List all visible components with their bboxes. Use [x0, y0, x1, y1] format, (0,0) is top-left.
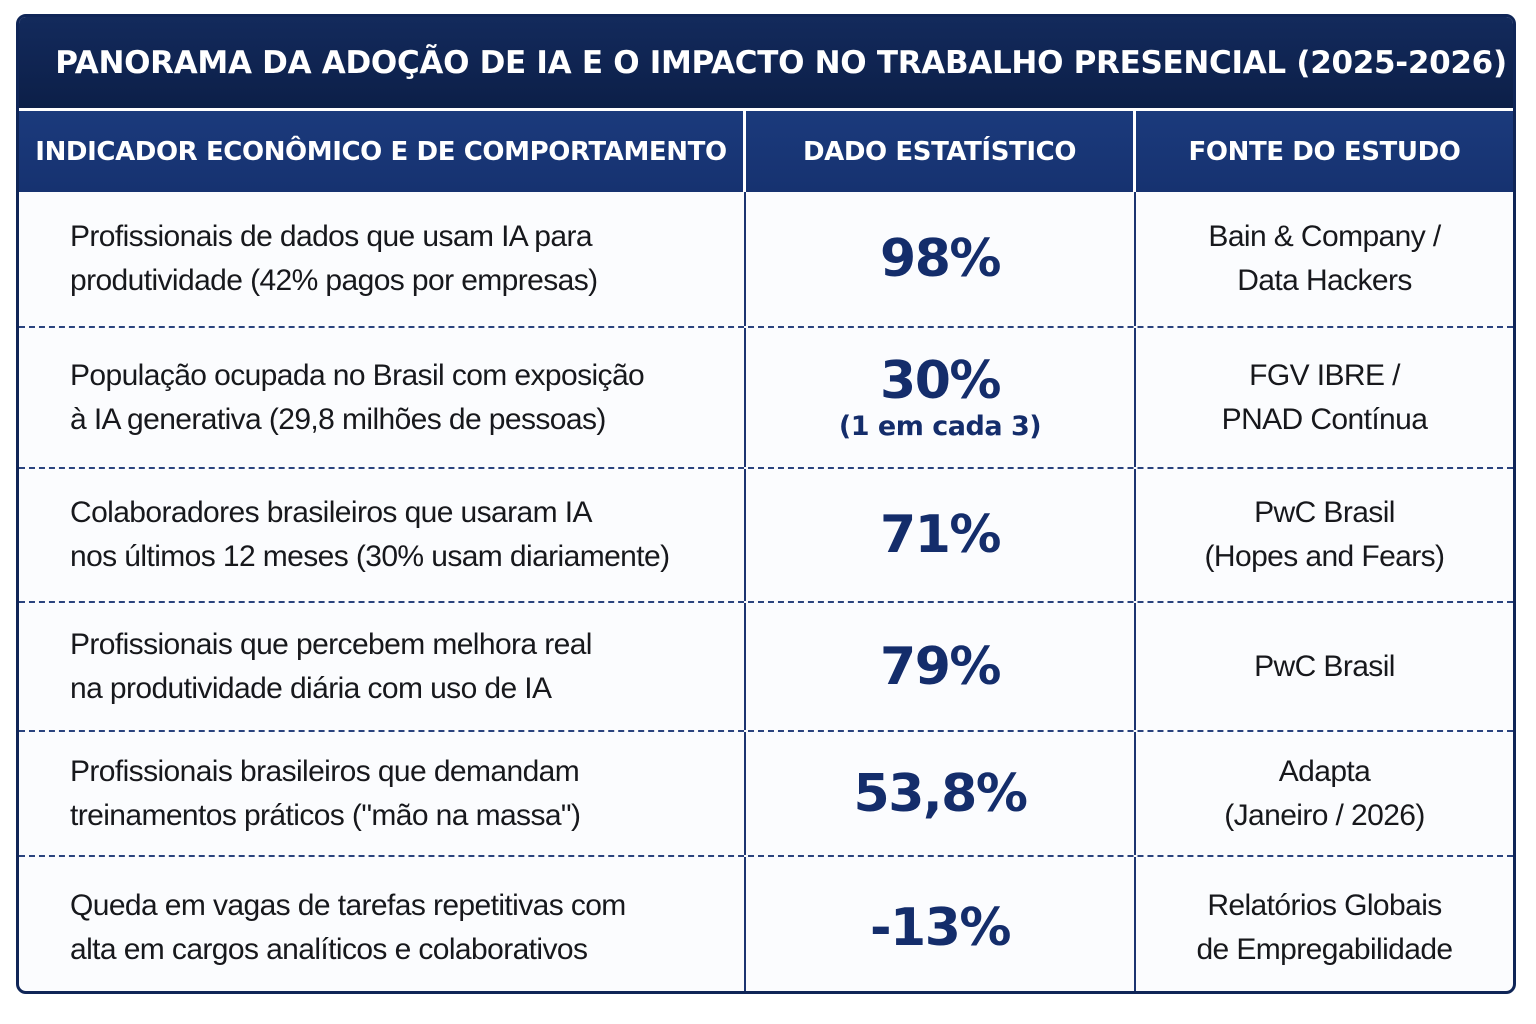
- statistic-value: -13%: [869, 897, 1012, 958]
- table-row: Profissionais brasileiros que demandam t…: [19, 730, 1513, 855]
- title-bar: PANORAMA DA ADOÇÃO DE IA E O IMPACTO NO …: [19, 17, 1513, 108]
- indicator-cell: Profissionais que percebem melhora real …: [19, 603, 746, 730]
- table-header: INDICADOR ECONÔMICO E DE COMPORTAMENTO D…: [19, 111, 1513, 192]
- statistic-cell: 53,8%: [746, 732, 1136, 855]
- title-divider: [19, 108, 1513, 111]
- source-cell: Bain & Company / Data Hackers: [1136, 192, 1513, 326]
- page-title: PANORAMA DA ADOÇÃO DE IA E O IMPACTO NO …: [55, 44, 1507, 81]
- indicator-text: Profissionais brasileiros que demandam t…: [70, 754, 581, 832]
- table-row: Profissionais que percebem melhora real …: [19, 601, 1513, 730]
- statistic-value: 79%: [880, 636, 1001, 697]
- statistic-cell: 79%: [746, 603, 1136, 730]
- indicator-text: População ocupada no Brasil com exposiçã…: [70, 358, 645, 436]
- table-row: Queda em vagas de tarefas repetitivas co…: [19, 855, 1513, 991]
- statistic-cell: 30% (1 em cada 3): [746, 328, 1136, 467]
- source-text: Relatórios Globais de Empregabilidade: [1196, 888, 1453, 966]
- source-text: PwC Brasil: [1254, 649, 1395, 683]
- source-cell: Relatórios Globais de Empregabilidade: [1136, 857, 1513, 991]
- statistic-cell: 71%: [746, 469, 1136, 601]
- indicator-text: Queda em vagas de tarefas repetitivas co…: [70, 888, 626, 966]
- source-text: Bain & Company / Data Hackers: [1208, 220, 1441, 297]
- column-header-indicator: INDICADOR ECONÔMICO E DE COMPORTAMENTO: [19, 111, 746, 192]
- indicator-cell: Queda em vagas de tarefas repetitivas co…: [19, 857, 746, 991]
- source-cell: PwC Brasil: [1136, 603, 1513, 730]
- statistic-cell: 98%: [746, 192, 1136, 326]
- column-header-source: FONTE DO ESTUDO: [1188, 136, 1461, 167]
- table-frame: PANORAMA DA ADOÇÃO DE IA E O IMPACTO NO …: [16, 14, 1516, 994]
- indicator-text: Profissionais de dados que usam IA para …: [70, 220, 598, 297]
- table-row: Profissionais de dados que usam IA para …: [19, 192, 1513, 326]
- indicator-text: Profissionais que percebem melhora real …: [70, 627, 592, 705]
- indicator-cell: Profissionais de dados que usam IA para …: [19, 192, 746, 326]
- source-cell: Adapta (Janeiro / 2026): [1136, 732, 1513, 855]
- source-text: Adapta (Janeiro / 2026): [1224, 754, 1425, 832]
- indicator-cell: População ocupada no Brasil com exposiçã…: [19, 328, 746, 467]
- statistic-cell: -13%: [746, 857, 1136, 991]
- indicator-text: Colaboradores brasileiros que usaram IA …: [70, 496, 670, 573]
- table-row: Colaboradores brasileiros que usaram IA …: [19, 467, 1513, 601]
- statistic-value: 30%: [880, 350, 1001, 411]
- source-cell: FGV IBRE / PNAD Contínua: [1136, 328, 1513, 467]
- source-cell: PwC Brasil (Hopes and Fears): [1136, 469, 1513, 601]
- table-body: Profissionais de dados que usam IA para …: [19, 192, 1513, 991]
- statistic-value: 71%: [880, 505, 1001, 565]
- statistic-note: (1 em cada 3): [838, 410, 1042, 442]
- indicator-cell: Colaboradores brasileiros que usaram IA …: [19, 469, 746, 601]
- statistic-value: 98%: [880, 229, 1001, 289]
- table-row: População ocupada no Brasil com exposiçã…: [19, 326, 1513, 467]
- source-text: PwC Brasil (Hopes and Fears): [1204, 496, 1446, 573]
- indicator-cell: Profissionais brasileiros que demandam t…: [19, 732, 746, 855]
- statistic-value: 53,8%: [853, 763, 1028, 824]
- column-header-statistic: DADO ESTATÍSTICO: [746, 111, 1136, 192]
- source-text: FGV IBRE / PNAD Contínua: [1221, 358, 1428, 436]
